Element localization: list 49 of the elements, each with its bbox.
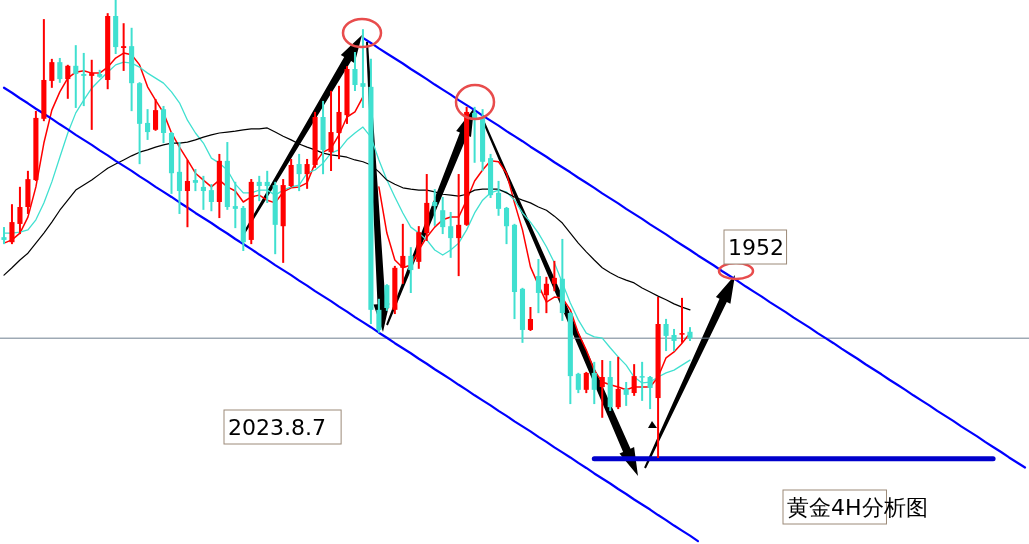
candlestick xyxy=(192,169,198,192)
candlestick xyxy=(440,196,446,235)
candlestick xyxy=(232,181,238,229)
candlestick xyxy=(184,159,191,228)
candlestick xyxy=(288,158,294,187)
candlestick xyxy=(89,59,95,130)
candlestick xyxy=(304,158,310,189)
candlestick xyxy=(671,328,677,352)
candlestick xyxy=(328,90,334,171)
candlestick xyxy=(17,186,23,235)
candlestick xyxy=(543,276,549,314)
candlestick xyxy=(264,170,270,203)
candlestick xyxy=(663,318,669,352)
candlestick xyxy=(583,371,589,394)
candlestick xyxy=(495,180,502,216)
candlestick xyxy=(9,204,15,245)
candlestick xyxy=(208,184,214,212)
candlestick xyxy=(535,259,541,314)
candlestick xyxy=(432,189,438,226)
candlestick xyxy=(591,361,597,405)
text: 黄金4H分析图 xyxy=(787,495,928,520)
candlestick xyxy=(57,57,63,83)
candlestick xyxy=(384,284,390,311)
candlestick xyxy=(352,52,358,92)
candlestick xyxy=(336,85,342,160)
candlestick xyxy=(679,297,685,343)
candlestick xyxy=(623,381,629,406)
candlestick xyxy=(176,142,183,214)
candlestick xyxy=(448,211,454,258)
candlestick xyxy=(472,106,478,163)
candlestick xyxy=(503,206,510,245)
candlestick xyxy=(49,58,55,88)
candlestick xyxy=(551,260,557,292)
annotation: 1952 xyxy=(728,235,784,260)
candlestick xyxy=(360,29,366,108)
candlestick xyxy=(400,223,406,284)
candlestick xyxy=(408,247,414,294)
annotation: 2023.8.7 xyxy=(228,415,326,440)
candlestick xyxy=(152,99,159,131)
candlestick xyxy=(376,298,382,333)
candlestick xyxy=(160,105,167,144)
candlestick xyxy=(456,174,462,277)
candlestick xyxy=(296,153,302,192)
candlestick xyxy=(527,307,534,331)
candlestick xyxy=(256,175,262,202)
candlestick xyxy=(575,372,581,394)
candlestick xyxy=(200,175,206,210)
candlestick xyxy=(65,64,71,99)
candlestick xyxy=(145,109,151,140)
